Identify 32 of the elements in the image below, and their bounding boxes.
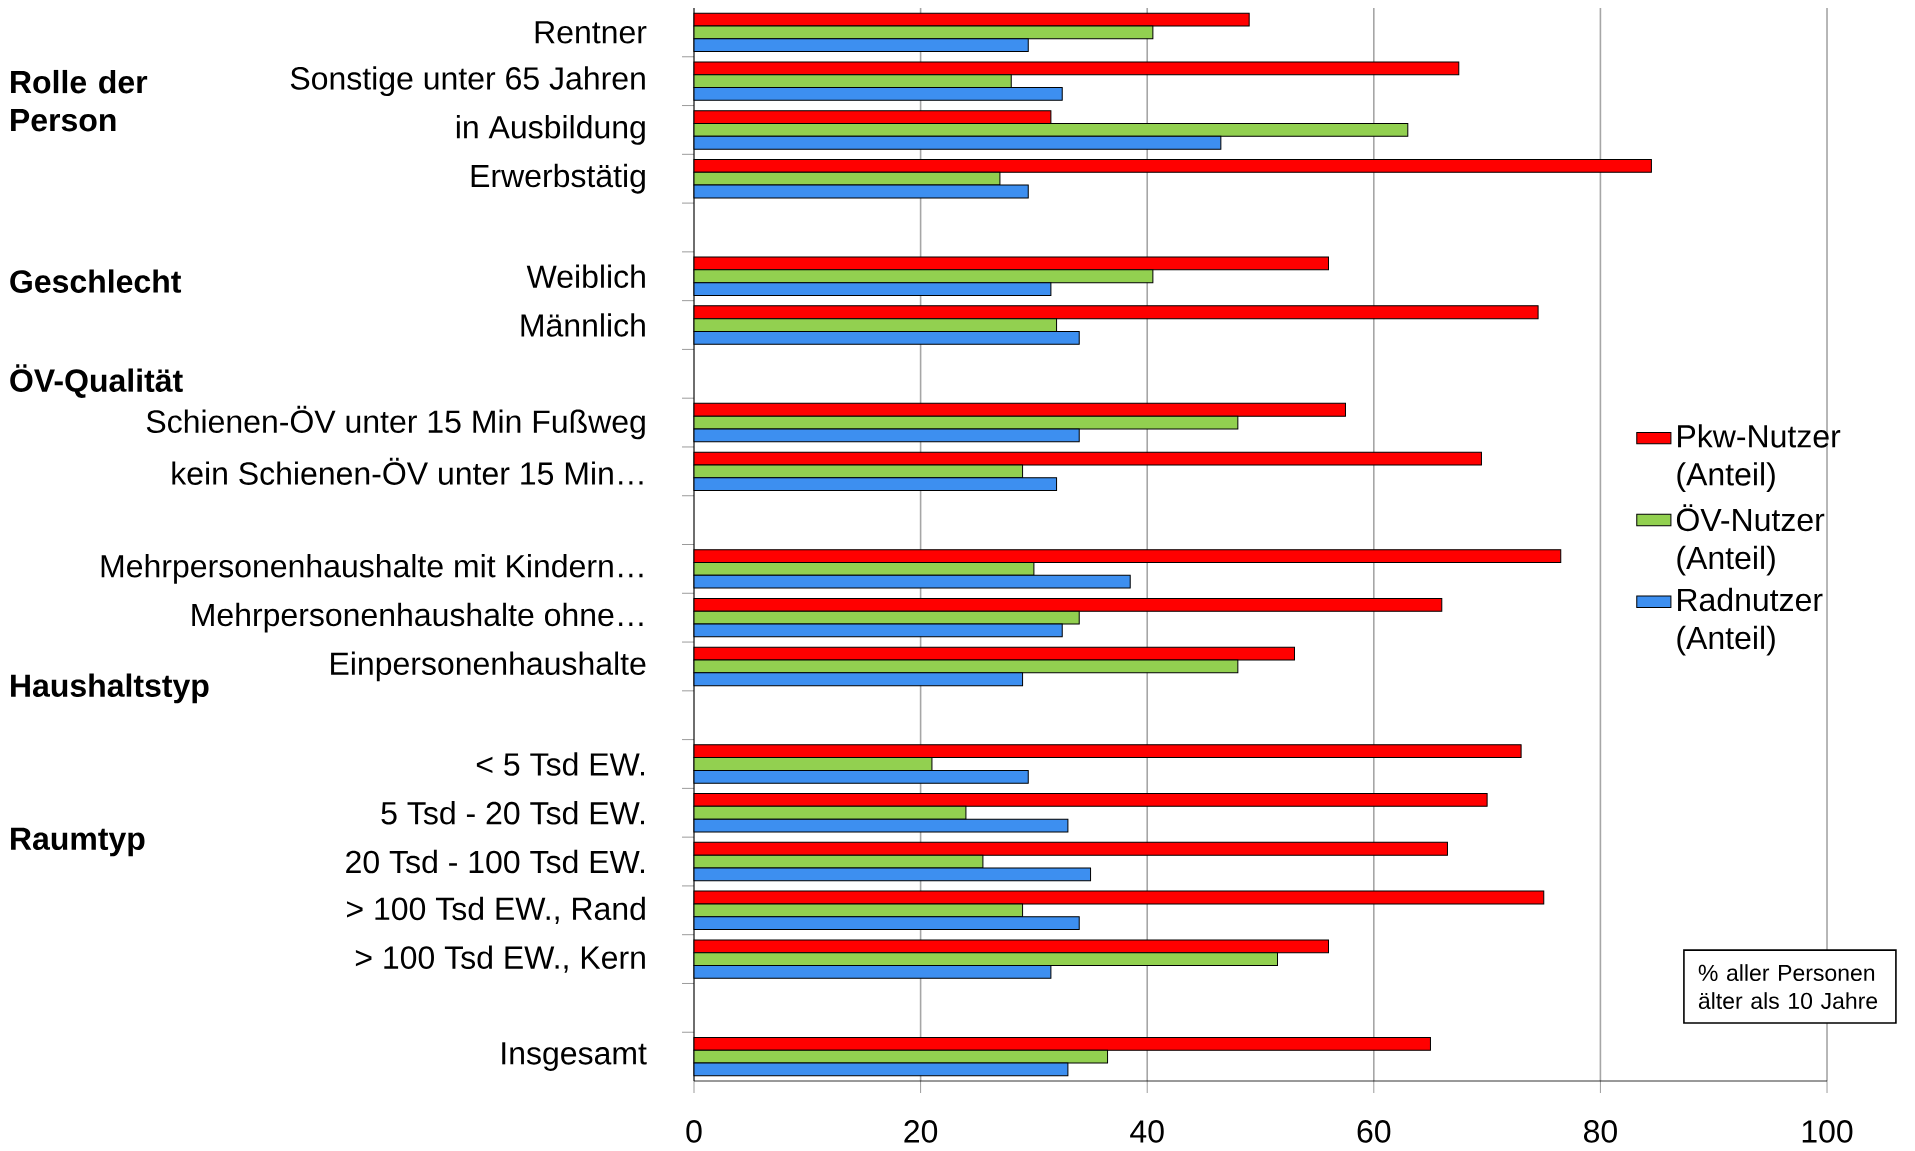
x-tick-label: 100 xyxy=(1802,1120,1853,1143)
y-tick-label: Mehrpersonenhaushalte mit Kindern… xyxy=(101,553,643,584)
y-tick-label: 5 Tsd - 20 Tsd EW. xyxy=(381,801,645,825)
y-tick-label: Männlich xyxy=(521,313,645,337)
text: Haushaltstyp xyxy=(11,673,209,704)
y-tick-label: Erwerbstätig xyxy=(471,163,645,194)
y-tick-label: Sonstige unter 65 Jahren xyxy=(290,66,645,97)
y-tick-label: Insgesamt xyxy=(502,1042,647,1071)
y-tick-label: Schienen-ÖV unter 15 Min Fußweg xyxy=(146,405,645,440)
x-tick-label: 80 xyxy=(1584,1120,1617,1143)
y-tick-label: Weiblich xyxy=(526,264,645,289)
legend-label: Radnutzer (Anteil) xyxy=(1677,587,1823,656)
text: ÖV-Qualität xyxy=(10,364,183,398)
y-tick-label: Rentner xyxy=(535,21,647,44)
y-tick-label: < 5 Tsd EW. xyxy=(476,752,645,776)
y-tick-label: 20 Tsd - 100 Tsd EW. xyxy=(346,849,644,874)
x-tick-label: 40 xyxy=(1130,1120,1164,1143)
legend-label: ÖV-Nutzer (Anteil) xyxy=(1676,504,1825,576)
legend-label: Pkw-Nutzer (Anteil) xyxy=(1677,424,1841,492)
text: Geschlecht xyxy=(10,269,182,293)
annotation: % aller Personen älter als 10 Jahre xyxy=(1698,964,1878,1010)
text: Rolle der Person xyxy=(11,69,148,132)
text: Raumtyp xyxy=(11,827,145,857)
y-tick-label: > 100 Tsd EW., Rand xyxy=(347,896,645,924)
y-tick-label: kein Schienen-ÖV unter 15 Min… xyxy=(172,457,643,485)
y-tick-label: Mehrpersonenhaushalte ohne… xyxy=(192,602,643,633)
x-tick-label: 0 xyxy=(686,1120,702,1143)
x-tick-label: 20 xyxy=(904,1120,938,1143)
y-tick-label: > 100 Tsd EW., Kern xyxy=(355,945,645,973)
x-tick-label: 60 xyxy=(1357,1120,1391,1143)
y-tick-label: Einpersonenhaushalte xyxy=(331,651,646,682)
y-tick-label: in Ausbildung xyxy=(456,115,645,145)
